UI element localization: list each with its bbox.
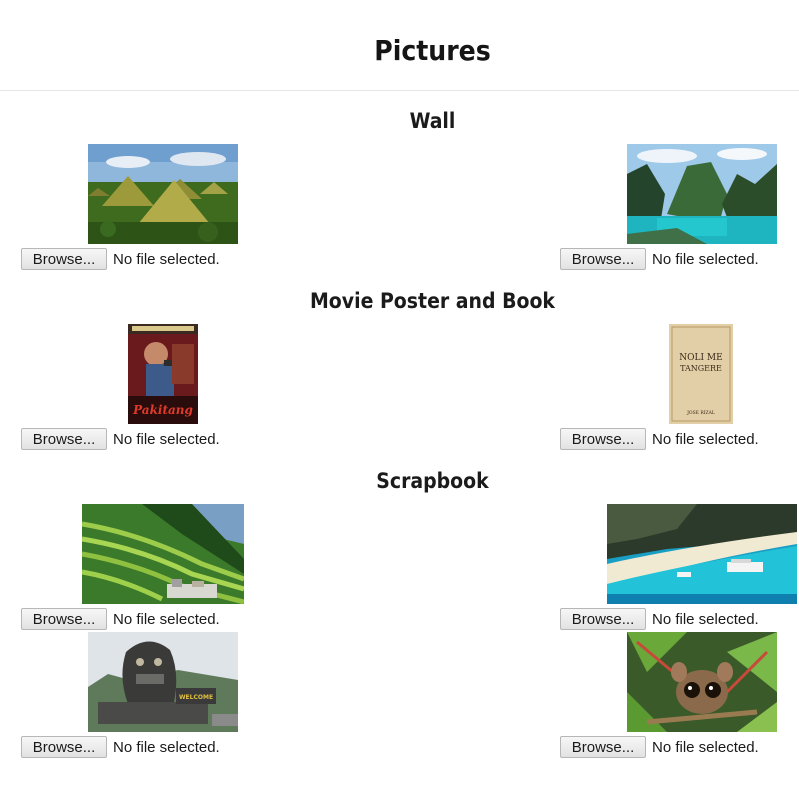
file-input-book[interactable]: Browse... No file selected. (560, 428, 759, 450)
page-title: Pictures (374, 34, 491, 67)
browse-button[interactable]: Browse... (560, 736, 646, 758)
book-title-line1: NOLI ME (679, 353, 722, 363)
file-status-text: No file selected. (113, 430, 220, 448)
poster-title-text: Pakitang (132, 403, 193, 417)
image-statue: WELCOME (88, 632, 238, 732)
image-beach (607, 504, 797, 604)
file-input-poster[interactable]: Browse... No file selected. (21, 428, 220, 450)
file-status-text: No file selected. (113, 610, 220, 628)
browse-button[interactable]: Browse... (560, 248, 646, 270)
browse-button[interactable]: Browse... (21, 736, 107, 758)
image-rice-terraces (82, 504, 244, 604)
browse-button[interactable]: Browse... (560, 608, 646, 630)
browse-button[interactable]: Browse... (21, 428, 107, 450)
file-status-text: No file selected. (652, 738, 759, 756)
image-movie-poster: Pakitang (128, 324, 198, 424)
file-input-wall-right[interactable]: Browse... No file selected. (560, 248, 759, 270)
file-input-scrapbook-4[interactable]: Browse... No file selected. (560, 736, 759, 758)
image-chocolate-hills (88, 144, 238, 244)
image-book-cover: NOLI ME TANGERE JOSE RIZAL (669, 324, 733, 424)
file-input-wall-left[interactable]: Browse... No file selected. (21, 248, 220, 270)
image-tarsier (627, 632, 777, 732)
browse-button[interactable]: Browse... (21, 248, 107, 270)
image-lagoon (627, 144, 777, 244)
statue-sign-text: WELCOME (179, 694, 213, 701)
file-status-text: No file selected. (652, 250, 759, 268)
browse-button[interactable]: Browse... (560, 428, 646, 450)
section-title-wall: Wall (409, 109, 456, 133)
file-status-text: No file selected. (652, 610, 759, 628)
file-input-scrapbook-1[interactable]: Browse... No file selected. (21, 608, 220, 630)
book-title-line2: TANGERE (680, 364, 722, 373)
file-input-scrapbook-2[interactable]: Browse... No file selected. (560, 608, 759, 630)
file-status-text: No file selected. (652, 430, 759, 448)
header-divider (0, 90, 799, 91)
book-author: JOSE RIZAL (686, 410, 715, 416)
section-title-movie-poster-and-book: Movie Poster and Book (310, 289, 555, 313)
browse-button[interactable]: Browse... (21, 608, 107, 630)
file-input-scrapbook-3[interactable]: Browse... No file selected. (21, 736, 220, 758)
file-status-text: No file selected. (113, 250, 220, 268)
file-status-text: No file selected. (113, 738, 220, 756)
section-title-scrapbook: Scrapbook (376, 469, 489, 493)
